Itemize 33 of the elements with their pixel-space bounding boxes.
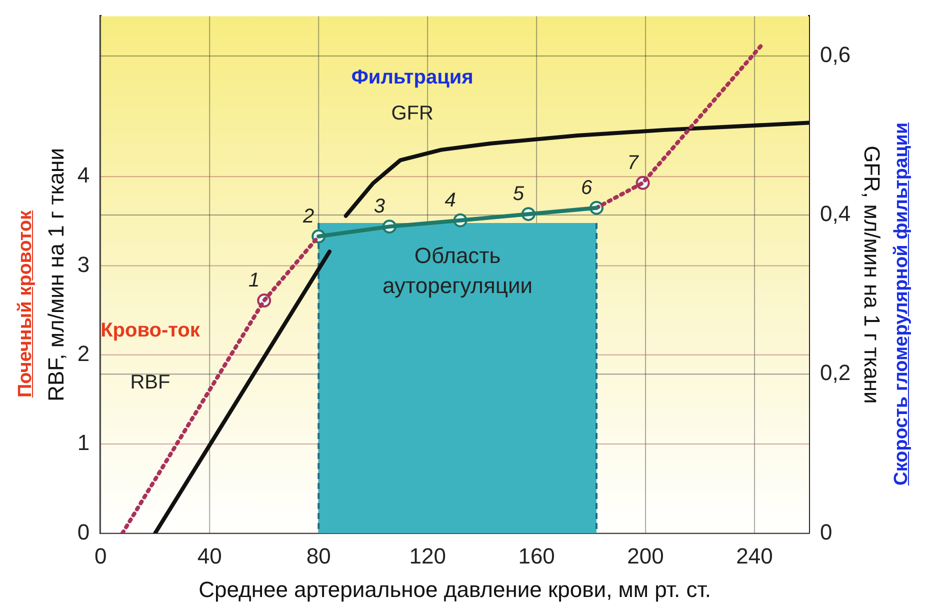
x-tick-label: 0 <box>94 543 107 568</box>
annotation: 2 <box>302 205 314 228</box>
x-tick-label: 40 <box>197 543 222 568</box>
y2-tick-label: 0,6 <box>820 42 851 68</box>
annotation: Фильтрация <box>351 66 474 88</box>
y2-tick-label: 0 <box>820 519 832 544</box>
annotation: 3 <box>374 196 385 218</box>
annotation: GFR <box>391 102 434 125</box>
annotation: 4 <box>444 189 456 212</box>
annotation: 6 <box>580 176 593 199</box>
annotation: 7 <box>627 152 640 174</box>
y-axis-title: RBF, мл/мин на 1 г ткани <box>43 148 68 402</box>
x-tick-label: 80 <box>306 543 331 568</box>
y-tick-label: 3 <box>77 252 90 277</box>
x-axis-title: Среднее артериальное давление крови, мм рт. ст. <box>198 576 712 602</box>
x-tick-label: 200 <box>627 543 664 568</box>
x-tick-label: 160 <box>518 543 555 568</box>
annotation: Крово-ток <box>100 320 201 342</box>
y2-tick-label: 0,2 <box>820 360 851 386</box>
x-tick-label: 120 <box>409 543 446 568</box>
x-tick-label: 240 <box>736 543 773 568</box>
band-label: Область ауторегуляции <box>382 243 533 298</box>
text: Почечный кровоток <box>15 210 37 398</box>
y2-tick-label: 0,4 <box>820 201 851 226</box>
y-tick-label: 4 <box>77 162 90 188</box>
y-tick-label: 0 <box>77 519 90 544</box>
y2-axis-title: GFR, мл/мин на 1 г ткани <box>860 146 885 404</box>
annotation: 1 <box>248 270 260 292</box>
annotation: RBF <box>130 371 170 394</box>
y-tick-label: 1 <box>77 430 90 456</box>
y-tick-label: 2 <box>77 340 90 366</box>
annotation: 5 <box>512 183 525 206</box>
text: Скорость гломерулярной фильтрации <box>891 122 913 486</box>
